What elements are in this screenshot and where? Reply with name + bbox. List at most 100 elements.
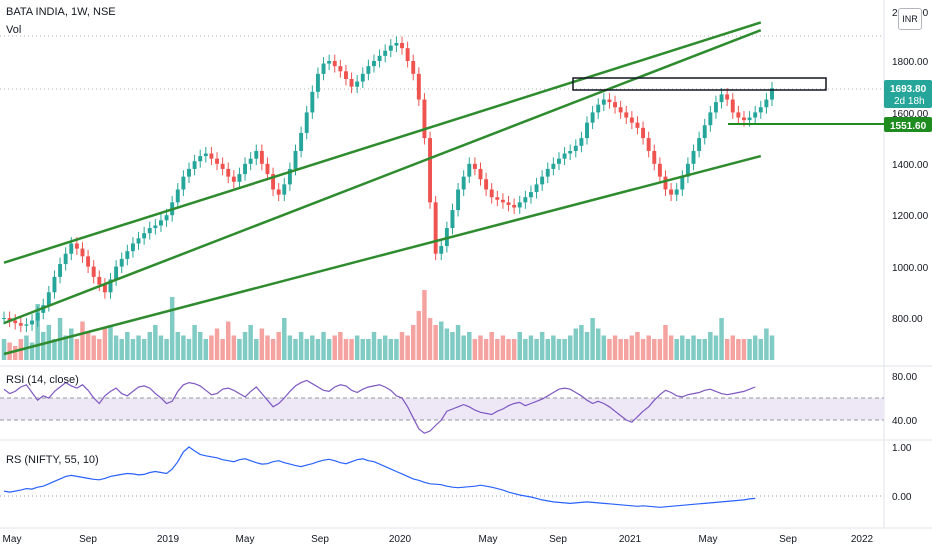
candle-body[interactable] [209,153,214,159]
candle-body[interactable] [495,197,500,200]
candle-body[interactable] [596,104,601,113]
candle-body[interactable] [629,117,634,123]
candle-body[interactable] [713,102,718,113]
candle-body[interactable] [528,192,533,198]
candle-body[interactable] [500,199,505,203]
candle-body[interactable] [343,71,348,79]
candle-body[interactable] [742,117,746,121]
candle-body[interactable] [125,251,130,259]
candle-body[interactable] [680,176,685,190]
candle-body[interactable] [108,279,113,293]
candle-body[interactable] [467,163,472,177]
candle-body[interactable] [725,94,730,100]
candle-body[interactable] [338,66,343,72]
candle-body[interactable] [416,73,421,100]
candle-body[interactable] [58,264,63,277]
candle-body[interactable] [142,233,147,239]
candle-body[interactable] [248,158,253,164]
candle-body[interactable] [265,163,270,175]
candle-body[interactable] [192,161,197,169]
candle-body[interactable] [293,150,298,169]
candle-body[interactable] [607,99,612,103]
candle-body[interactable] [641,127,646,139]
candle-body[interactable] [450,210,455,229]
trend-lines[interactable] [3,21,762,356]
candle-body[interactable] [394,43,399,46]
candle-body[interactable] [271,174,276,190]
candle-body[interactable] [349,78,354,87]
candle-body[interactable] [484,179,489,190]
trend-line[interactable] [3,28,762,325]
candle-body[interactable] [321,63,326,74]
candle-body[interactable] [327,61,332,64]
time-axis[interactable]: May Sep 2019 May Sep 2020 May Sep 2021 May Sep 2022 [3,534,874,545]
candle-body[interactable] [366,66,371,74]
candle-body[interactable] [456,189,461,211]
rs-legend[interactable]: RS (NIFTY, 55, 10) [6,454,99,466]
candlesticks[interactable] [2,36,774,333]
candle-body[interactable] [719,94,724,103]
candle-body[interactable] [315,73,320,92]
candle-body[interactable] [669,189,674,195]
candle-body[interactable] [159,220,163,226]
candle-body[interactable] [405,48,410,61]
candle-body[interactable] [635,122,640,128]
candle-body[interactable] [153,225,158,229]
symbol-legend[interactable]: BATA INDIA, 1W, NSE [6,6,116,18]
candle-body[interactable] [226,168,231,177]
candle-body[interactable] [523,197,528,203]
candle-body[interactable] [35,312,40,321]
candle-body[interactable] [282,184,287,195]
candle-body[interactable] [69,243,74,254]
candle-body[interactable] [624,112,629,118]
candle-body[interactable] [663,176,668,190]
candle-body[interactable] [30,320,34,325]
candle-body[interactable] [422,99,427,139]
candle-body[interactable] [63,253,68,265]
candle-body[interactable] [80,248,85,257]
trend-line[interactable] [3,154,762,356]
candle-body[interactable] [299,132,304,151]
candle-body[interactable] [534,184,539,193]
candle-body[interactable] [400,43,404,49]
candle-body[interactable] [478,168,483,180]
candle-body[interactable] [573,145,578,151]
trend-line[interactable] [3,21,762,264]
candle-body[interactable] [770,88,774,100]
candle-body[interactable] [697,138,702,151]
candle-body[interactable] [360,73,365,82]
candle-body[interactable] [13,320,18,324]
candle-body[interactable] [304,112,309,133]
candle-body[interactable] [411,61,416,74]
candle-body[interactable] [691,150,696,164]
candle-body[interactable] [2,318,6,319]
candle-body[interactable] [220,163,225,169]
candle-body[interactable] [102,284,107,293]
resistance-rectangle-drawing[interactable] [572,77,827,91]
candle-body[interactable] [332,61,337,67]
candle-body[interactable] [433,202,438,254]
candle-body[interactable] [708,112,713,126]
candle-body[interactable] [512,204,517,208]
candle-body[interactable] [372,61,376,67]
candle-body[interactable] [287,168,292,185]
candle-body[interactable] [175,189,180,203]
candle-body[interactable] [147,228,152,234]
candle-body[interactable] [231,176,236,182]
candle-body[interactable] [18,323,23,326]
candle-body[interactable] [276,189,281,195]
candle-body[interactable] [747,117,752,121]
currency-badge[interactable]: INR [898,8,922,30]
candle-body[interactable] [540,176,545,185]
candle-body[interactable] [97,276,102,285]
candle-body[interactable] [383,50,388,56]
candle-body[interactable] [215,158,219,164]
candle-body[interactable] [590,112,595,123]
candle-body[interactable] [259,150,264,164]
candle-body[interactable] [24,324,29,326]
candle-body[interactable] [355,81,360,87]
candle-body[interactable] [489,189,494,198]
candle-body[interactable] [472,163,477,169]
candle-body[interactable] [551,163,556,169]
